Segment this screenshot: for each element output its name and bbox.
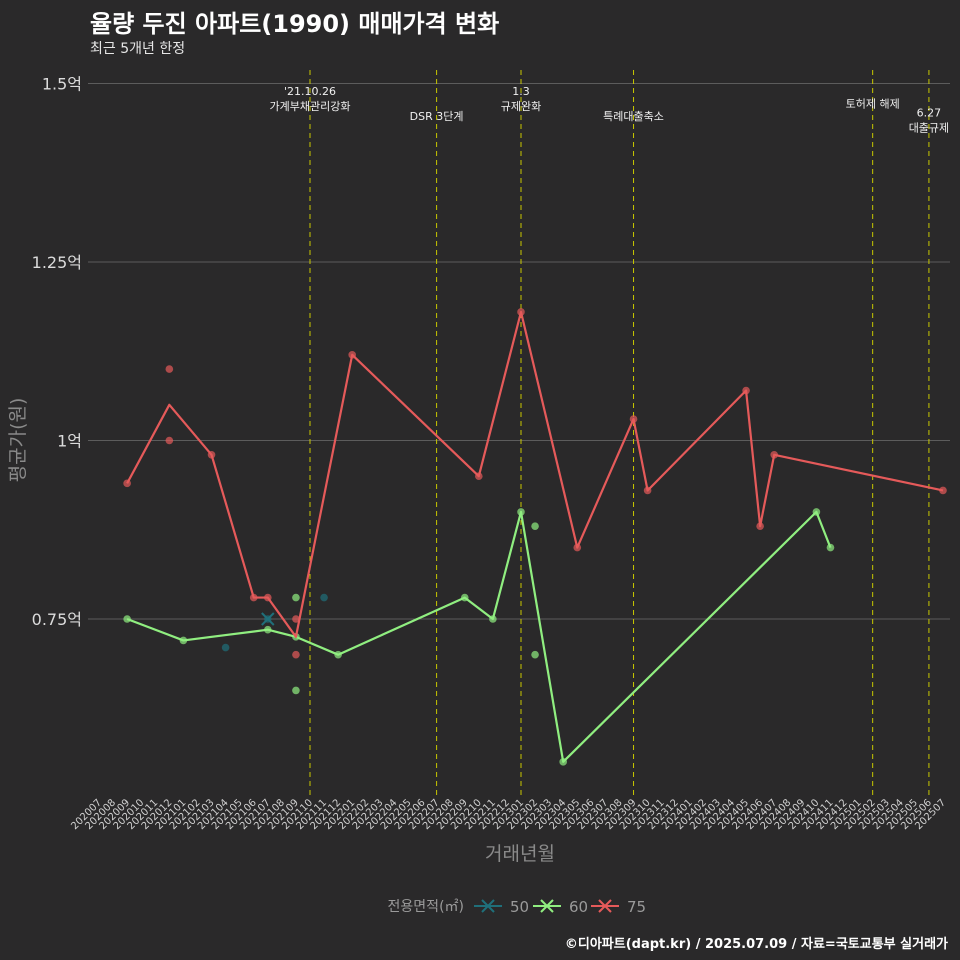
data-point (475, 472, 483, 481)
data-point (221, 643, 230, 652)
y-tick-label: 1.25억 (32, 253, 82, 272)
data-point (123, 615, 131, 623)
chart-subtitle: 최근 5개년 한정 (90, 41, 186, 57)
data-point (292, 615, 300, 623)
event-label: 6.27 (917, 106, 942, 119)
data-point (742, 386, 750, 395)
data-point (264, 615, 272, 623)
data-point (320, 593, 328, 602)
y-tick-label: 0.75억 (32, 610, 82, 629)
data-point (207, 450, 216, 459)
data-point (573, 543, 582, 552)
data-point (489, 615, 497, 623)
data-point (826, 543, 835, 552)
source-caption: ©디아파트(dapt.kr) / 2025.07.09 / 자료=국토교통부 실… (564, 937, 948, 952)
data-point (770, 450, 778, 459)
series-60 (123, 508, 835, 766)
data-point (559, 758, 567, 766)
data-point (165, 365, 174, 373)
data-point (517, 508, 525, 516)
legend-title: 전용면적(㎡) (388, 899, 464, 915)
data-point (531, 522, 539, 530)
event-label: 대출규제 (909, 121, 949, 134)
x-axis-label: 거래년월 (485, 843, 555, 865)
data-point (249, 593, 258, 602)
data-point (334, 650, 342, 659)
event-label: DSR 3단계 (410, 110, 464, 123)
event-label: 규제완화 (501, 100, 541, 113)
data-point (292, 593, 300, 602)
data-point (517, 308, 525, 316)
axes: 0.75억1억1.25억1.5억202007202008202009202010… (32, 75, 948, 833)
chart-title: 율량 두진 아파트(1990) 매매가격 변화 (90, 10, 500, 38)
data-point (292, 650, 300, 659)
data-point (643, 486, 652, 495)
data-point (264, 625, 272, 634)
legend-label: 75 (627, 898, 646, 916)
event-label: 토허제 해제 (846, 97, 900, 111)
data-point (179, 636, 188, 645)
data-series (123, 308, 947, 766)
event-label: 1.3 (512, 85, 530, 98)
series-line (126, 310, 944, 638)
data-point (123, 479, 131, 488)
series-line (126, 510, 832, 763)
data-point (939, 486, 947, 495)
data-point (629, 415, 638, 423)
data-point (460, 593, 469, 602)
gridlines (88, 83, 950, 620)
series-50 (221, 593, 328, 652)
legend-label: 60 (569, 898, 588, 916)
y-axis-label: 평균가(원) (7, 398, 29, 483)
data-point (348, 351, 357, 359)
data-point (756, 522, 764, 530)
data-point (165, 436, 174, 445)
data-point (812, 508, 821, 516)
legend: 전용면적(㎡) 50 60 75 (388, 898, 647, 916)
legend-label: 50 (510, 898, 529, 916)
legend-marker (540, 899, 554, 913)
event-label: 특례대출축소 (603, 110, 664, 123)
legend-marker (481, 899, 495, 913)
y-tick-label: 1.5억 (42, 75, 82, 94)
data-point (264, 593, 272, 602)
y-tick-label: 1억 (57, 432, 82, 451)
event-label: '21.10.26 (284, 85, 336, 98)
event-label: 가계부채관리강화 (270, 100, 351, 113)
legend-marker (598, 899, 612, 913)
series-75 (123, 308, 947, 659)
data-point (292, 686, 300, 695)
data-point (531, 650, 539, 659)
